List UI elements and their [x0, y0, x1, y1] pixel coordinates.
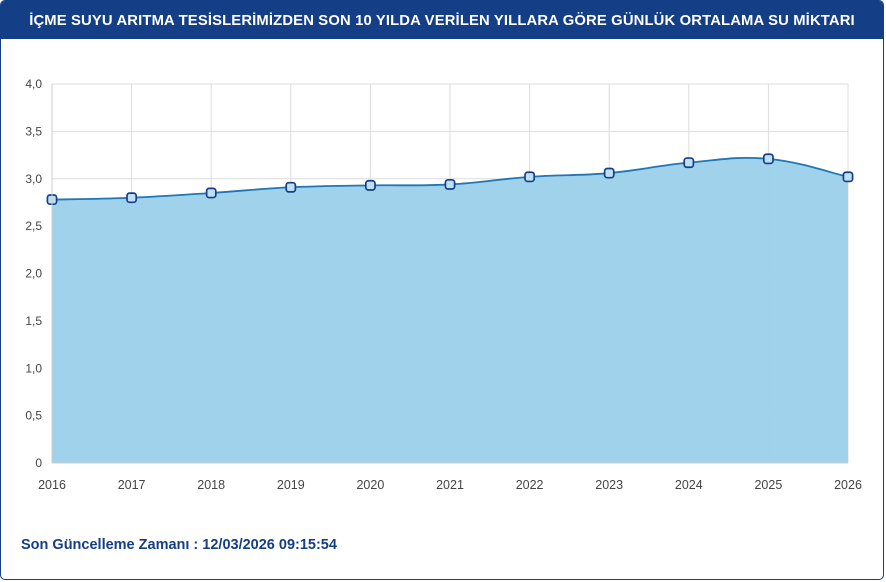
svg-text:2018: 2018: [197, 478, 225, 492]
svg-text:0: 0: [35, 456, 42, 470]
svg-text:2025: 2025: [754, 478, 782, 492]
svg-text:2026: 2026: [834, 478, 862, 492]
svg-text:4,0: 4,0: [25, 77, 42, 91]
svg-text:1,0: 1,0: [25, 361, 42, 375]
svg-text:2024: 2024: [675, 478, 703, 492]
svg-text:2,0: 2,0: [25, 267, 42, 281]
svg-text:3,0: 3,0: [25, 172, 42, 186]
svg-text:2017: 2017: [118, 478, 146, 492]
svg-text:3,5: 3,5: [25, 124, 42, 138]
svg-text:1,5: 1,5: [25, 314, 42, 328]
svg-text:0,5: 0,5: [25, 409, 42, 423]
svg-text:2016: 2016: [38, 478, 66, 492]
svg-text:2019: 2019: [277, 478, 305, 492]
svg-text:2022: 2022: [516, 478, 544, 492]
svg-text:2020: 2020: [356, 478, 384, 492]
svg-text:2,5: 2,5: [25, 219, 42, 233]
svg-text:2023: 2023: [595, 478, 623, 492]
svg-text:2021: 2021: [436, 478, 464, 492]
